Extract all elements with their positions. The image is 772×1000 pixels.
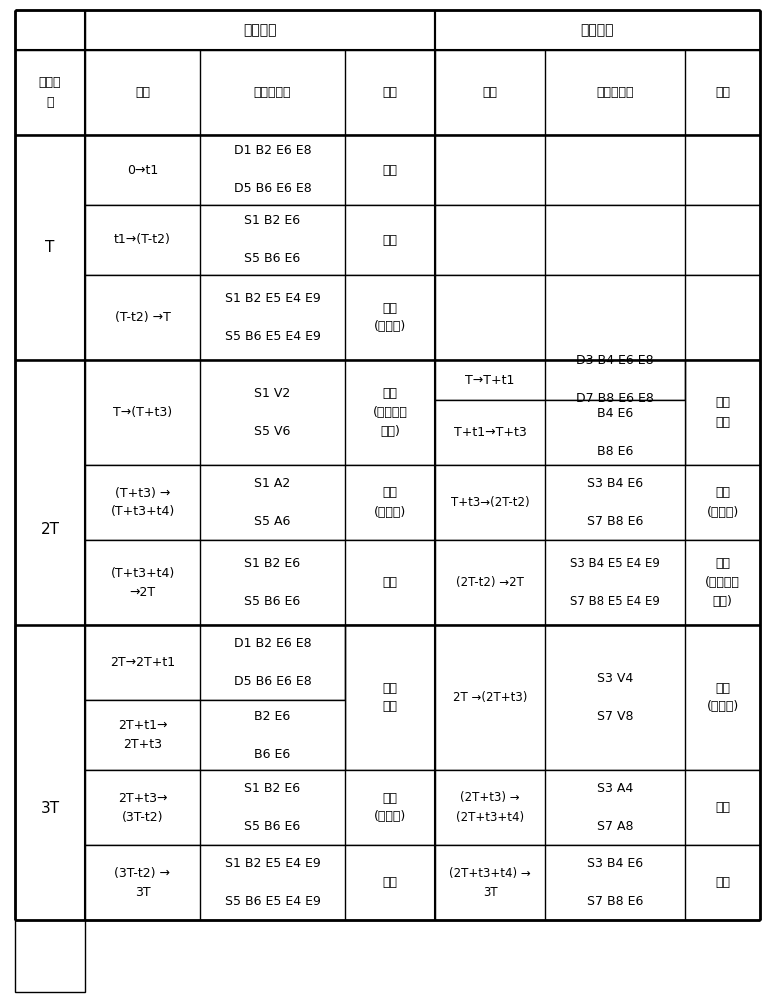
Bar [85, 205, 760, 275]
Text: S1 B2 E6

S5 B6 E6: S1 B2 E6 S5 B6 E6 [245, 782, 300, 833]
Bar [85, 275, 760, 360]
Bar [85, 625, 435, 700]
Bar [345, 625, 435, 770]
Text: 2T+t1→
2T+t3: 2T+t1→ 2T+t3 [118, 719, 168, 751]
Bar [85, 135, 760, 205]
Bar [85, 465, 760, 540]
Text: 2T →(2T+t3): 2T →(2T+t3) [453, 691, 527, 704]
Text: 一、三区: 一、三区 [243, 23, 276, 37]
Text: S3 A4

S7 A8: S3 A4 S7 A8 [597, 782, 633, 833]
Text: 洗脱
(与下一区
相连): 洗脱 (与下一区 相连) [373, 387, 408, 438]
Bar [15, 10, 760, 50]
Text: 洗脱
(与下一区
相连): 洗脱 (与下一区 相连) [705, 557, 740, 608]
Text: 2T: 2T [40, 522, 59, 538]
Text: 自控阀门开: 自控阀门开 [596, 86, 634, 99]
Text: (T-t2) →T: (T-t2) →T [114, 311, 171, 324]
Text: (3T-t2) →
3T: (3T-t2) → 3T [114, 866, 171, 898]
Bar [685, 360, 760, 465]
Text: 洗脱
(葡萄糖): 洗脱 (葡萄糖) [374, 302, 406, 334]
Text: 2T+t3→
(3T-t2): 2T+t3→ (3T-t2) [118, 792, 168, 824]
Text: T→(T+t3): T→(T+t3) [113, 406, 172, 419]
Text: T→T+t1: T→T+t1 [466, 373, 515, 386]
Text: D3 B4 E6 E8

D7 B8 E6 E8: D3 B4 E6 E8 D7 B8 E6 E8 [576, 355, 654, 406]
Text: S1 B2 E6

S5 B6 E6: S1 B2 E6 S5 B6 E6 [245, 557, 300, 608]
Text: 洗脱: 洗脱 [382, 233, 398, 246]
Bar [435, 400, 685, 465]
Text: S1 V2

S5 V6: S1 V2 S5 V6 [254, 387, 291, 438]
Bar [85, 700, 345, 770]
Bar [85, 360, 435, 465]
Text: B2 E6

B6 E6: B2 E6 B6 E6 [255, 710, 290, 760]
Text: 时间: 时间 [135, 86, 150, 99]
Bar [435, 625, 760, 770]
Text: 二、四区: 二、四区 [581, 23, 615, 37]
Text: S1 B2 E5 E4 E9

S5 B6 E5 E4 E9: S1 B2 E5 E4 E9 S5 B6 E5 E4 E9 [225, 857, 320, 908]
Text: (2T+t3+t4) →
3T: (2T+t3+t4) → 3T [449, 866, 531, 898]
Text: 自控阀门开: 自控阀门开 [254, 86, 291, 99]
Text: 时间: 时间 [482, 86, 497, 99]
Text: B4 E6

B8 E6: B4 E6 B8 E6 [597, 407, 633, 458]
Text: 循环周
期: 循环周 期 [39, 77, 61, 108]
Text: 进料
洗脱: 进料 洗脱 [715, 396, 730, 428]
Text: 进料: 进料 [715, 876, 730, 889]
Text: 洗脱
(葡萄糖): 洗脱 (葡萄糖) [706, 487, 739, 518]
Text: 洗脱
(甘露醇): 洗脱 (甘露醇) [374, 487, 406, 518]
Text: S1 A2

S5 A6: S1 A2 S5 A6 [254, 477, 291, 528]
Bar [85, 540, 760, 625]
Text: 进料: 进料 [382, 876, 398, 889]
Text: T+t3→(2T-t2): T+t3→(2T-t2) [451, 496, 530, 509]
Text: S3 B4 E5 E4 E9

S7 B8 E5 E4 E9: S3 B4 E5 E4 E9 S7 B8 E5 E4 E9 [570, 557, 660, 608]
Text: S3 B4 E6

S7 B8 E6: S3 B4 E6 S7 B8 E6 [587, 857, 643, 908]
Text: D1 B2 E6 E8

D5 B6 E6 E8: D1 B2 E6 E8 D5 B6 E6 E8 [234, 637, 311, 688]
Bar [15, 50, 760, 135]
Text: S3 B4 E6

S7 B8 E6: S3 B4 E6 S7 B8 E6 [587, 477, 643, 528]
Bar [435, 360, 760, 400]
Text: 3T: 3T [40, 801, 59, 816]
Text: S3 V4

S7 V8: S3 V4 S7 V8 [597, 672, 633, 723]
Text: 类型: 类型 [715, 86, 730, 99]
Text: T+t1→T+t3: T+t1→T+t3 [454, 426, 527, 439]
Text: (T+t3) →
(T+t3+t4): (T+t3) → (T+t3+t4) [110, 487, 174, 518]
Text: 进料
洗脱: 进料 洗脱 [382, 682, 398, 714]
Text: (2T-t2) →2T: (2T-t2) →2T [456, 576, 524, 589]
Text: S1 B2 E6

S5 B6 E6: S1 B2 E6 S5 B6 E6 [245, 215, 300, 265]
Text: 洗脱
(葡萄糖): 洗脱 (葡萄糖) [374, 792, 406, 824]
Text: 洗脱: 洗脱 [715, 801, 730, 814]
Text: S1 B2 E5 E4 E9

S5 B6 E5 E4 E9: S1 B2 E5 E4 E9 S5 B6 E5 E4 E9 [225, 292, 320, 343]
Text: t1→(T-t2): t1→(T-t2) [114, 233, 171, 246]
Text: (2T+t3) →
(2T+t3+t4): (2T+t3) → (2T+t3+t4) [456, 792, 524, 824]
Text: 2T→2T+t1: 2T→2T+t1 [110, 656, 175, 669]
Bar [85, 770, 760, 845]
Text: T: T [46, 240, 55, 255]
Text: 类型: 类型 [382, 86, 398, 99]
Text: 0→t1: 0→t1 [127, 163, 158, 176]
Bar [15, 135, 85, 360]
Text: 洗脱: 洗脱 [382, 576, 398, 589]
Text: D1 B2 E6 E8

D5 B6 E6 E8: D1 B2 E6 E8 D5 B6 E6 E8 [234, 144, 311, 196]
Bar [85, 845, 760, 920]
Text: (T+t3+t4)
→2T: (T+t3+t4) →2T [110, 566, 174, 598]
Bar [15, 360, 85, 700]
Text: 洗脱
(甘露醇): 洗脱 (甘露醇) [706, 682, 739, 714]
Bar [15, 625, 85, 992]
Text: 进料: 进料 [382, 163, 398, 176]
